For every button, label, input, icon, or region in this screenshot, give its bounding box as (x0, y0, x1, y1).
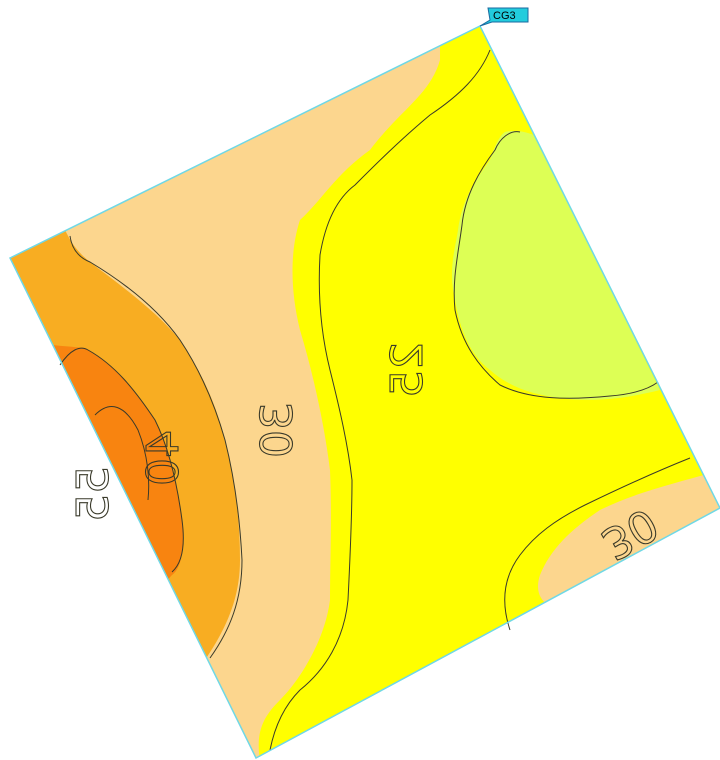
contour-label-55: 55 (68, 466, 119, 522)
contour-label-25: 25 (382, 342, 433, 398)
contour-line-40 (69, 235, 243, 659)
marker-tag-shape (479, 7, 529, 27)
marker-cg3[interactable]: CG3 (479, 7, 529, 27)
contour-line-25 (453, 131, 659, 399)
marker-label: CG3 (493, 10, 516, 22)
contour-line-55 (59, 347, 184, 573)
region-outline (8, 24, 720, 760)
contour-line-30-right (504, 457, 691, 631)
contour-label-30: 30 (252, 402, 303, 458)
contour-lines (59, 49, 691, 751)
band-20-25 (451, 130, 660, 400)
band-30-40-right (537, 470, 720, 605)
contour-line-30 (269, 49, 491, 751)
contour-line-55-inner (94, 406, 150, 501)
contour-label-40: 40 (138, 430, 189, 486)
